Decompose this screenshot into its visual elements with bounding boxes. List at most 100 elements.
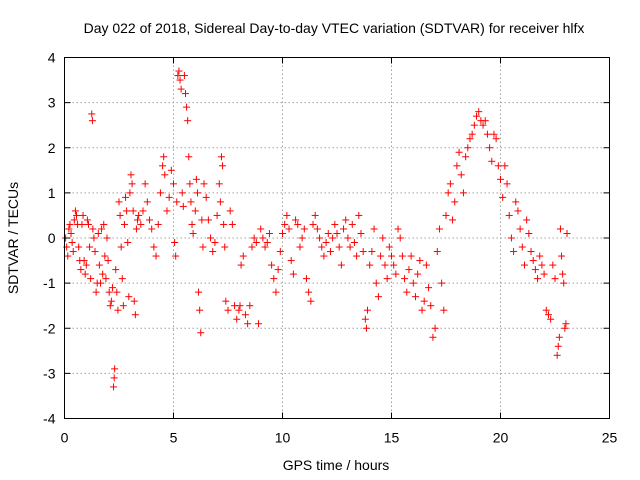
- data-point: [307, 297, 315, 305]
- data-point: [126, 189, 134, 197]
- data-point: [185, 153, 193, 161]
- data-point: [403, 288, 411, 296]
- data-point: [501, 162, 509, 170]
- data-point: [219, 162, 227, 170]
- data-point: [435, 225, 443, 233]
- data-point: [102, 275, 110, 283]
- data-point: [561, 324, 569, 332]
- data-point: [89, 225, 97, 233]
- data-point: [129, 207, 137, 215]
- data-point: [342, 216, 350, 224]
- data-point: [119, 302, 127, 310]
- data-point: [331, 220, 339, 228]
- data-point: [123, 207, 131, 215]
- data-point: [281, 220, 289, 228]
- data-point: [270, 275, 278, 283]
- data-point: [81, 270, 89, 278]
- x-axis: 0 5 10 15 20 25: [61, 57, 617, 446]
- data-point: [114, 306, 122, 314]
- data-point: [175, 67, 183, 75]
- data-point: [96, 279, 104, 287]
- y-axis-label: SDTVAR / TECUs: [5, 182, 21, 294]
- data-point: [396, 234, 404, 242]
- data-point: [473, 112, 481, 120]
- data-point: [483, 130, 491, 138]
- data-point: [100, 220, 108, 228]
- data-point: [65, 225, 73, 233]
- y-tick-label-4: 0: [48, 230, 56, 246]
- data-point: [326, 248, 334, 256]
- data-point: [250, 234, 258, 242]
- data-point: [88, 110, 96, 118]
- data-point: [442, 211, 450, 219]
- data-point: [152, 252, 160, 260]
- data-point: [241, 311, 249, 319]
- data-point: [156, 189, 164, 197]
- data-point: [300, 225, 308, 233]
- data-point: [101, 252, 109, 260]
- data-point: [285, 225, 293, 233]
- data-point: [192, 175, 200, 183]
- data-point: [503, 180, 511, 188]
- data-point: [507, 234, 515, 242]
- data-point: [510, 248, 518, 256]
- x-tick-label-0: 0: [61, 430, 69, 446]
- data-point: [364, 306, 372, 314]
- data-point: [560, 279, 568, 287]
- data-point: [455, 148, 463, 156]
- data-point: [431, 324, 439, 332]
- data-point: [82, 261, 90, 269]
- data-point: [562, 320, 570, 328]
- y-tick-label-2: -2: [43, 320, 56, 336]
- data-point: [479, 121, 487, 129]
- data-point: [132, 225, 140, 233]
- data-point: [259, 234, 267, 242]
- data-point: [324, 229, 332, 237]
- data-point: [390, 261, 398, 269]
- data-point: [116, 211, 124, 219]
- data-point: [388, 252, 395, 260]
- data-point: [172, 252, 180, 260]
- data-point: [368, 248, 376, 256]
- data-point: [385, 243, 393, 251]
- data-point: [110, 383, 118, 391]
- data-point: [197, 329, 205, 337]
- data-point: [159, 162, 167, 170]
- data-point: [233, 315, 241, 323]
- data-point: [244, 320, 252, 328]
- data-point: [536, 252, 544, 260]
- data-point: [279, 229, 286, 237]
- data-point: [381, 261, 389, 269]
- data-point: [183, 103, 191, 111]
- data-point: [488, 157, 496, 165]
- data-point: [128, 180, 136, 188]
- data-point: [366, 261, 374, 269]
- data-point: [523, 216, 531, 224]
- data-point: [411, 293, 419, 301]
- data-point: [246, 302, 254, 310]
- data-point: [209, 248, 217, 256]
- data-point: [71, 207, 79, 215]
- data-point: [235, 306, 243, 314]
- data-point: [70, 216, 78, 224]
- data-point: [226, 207, 234, 215]
- data-point: [236, 302, 244, 310]
- data-point: [95, 261, 103, 269]
- data-point: [549, 261, 557, 269]
- data-point: [346, 243, 354, 251]
- data-point: [531, 266, 539, 274]
- data-point: [305, 288, 313, 296]
- data-point: [394, 225, 402, 233]
- data-point: [335, 243, 343, 251]
- data-point: [361, 315, 369, 323]
- data-point: [90, 234, 98, 242]
- data-point: [520, 261, 528, 269]
- data-point: [283, 211, 291, 219]
- data-point: [113, 288, 121, 296]
- data-point: [110, 374, 118, 382]
- data-point: [440, 306, 448, 314]
- data-point: [115, 198, 123, 206]
- data-point: [398, 252, 406, 260]
- data-point: [127, 171, 135, 179]
- data-point: [350, 239, 358, 247]
